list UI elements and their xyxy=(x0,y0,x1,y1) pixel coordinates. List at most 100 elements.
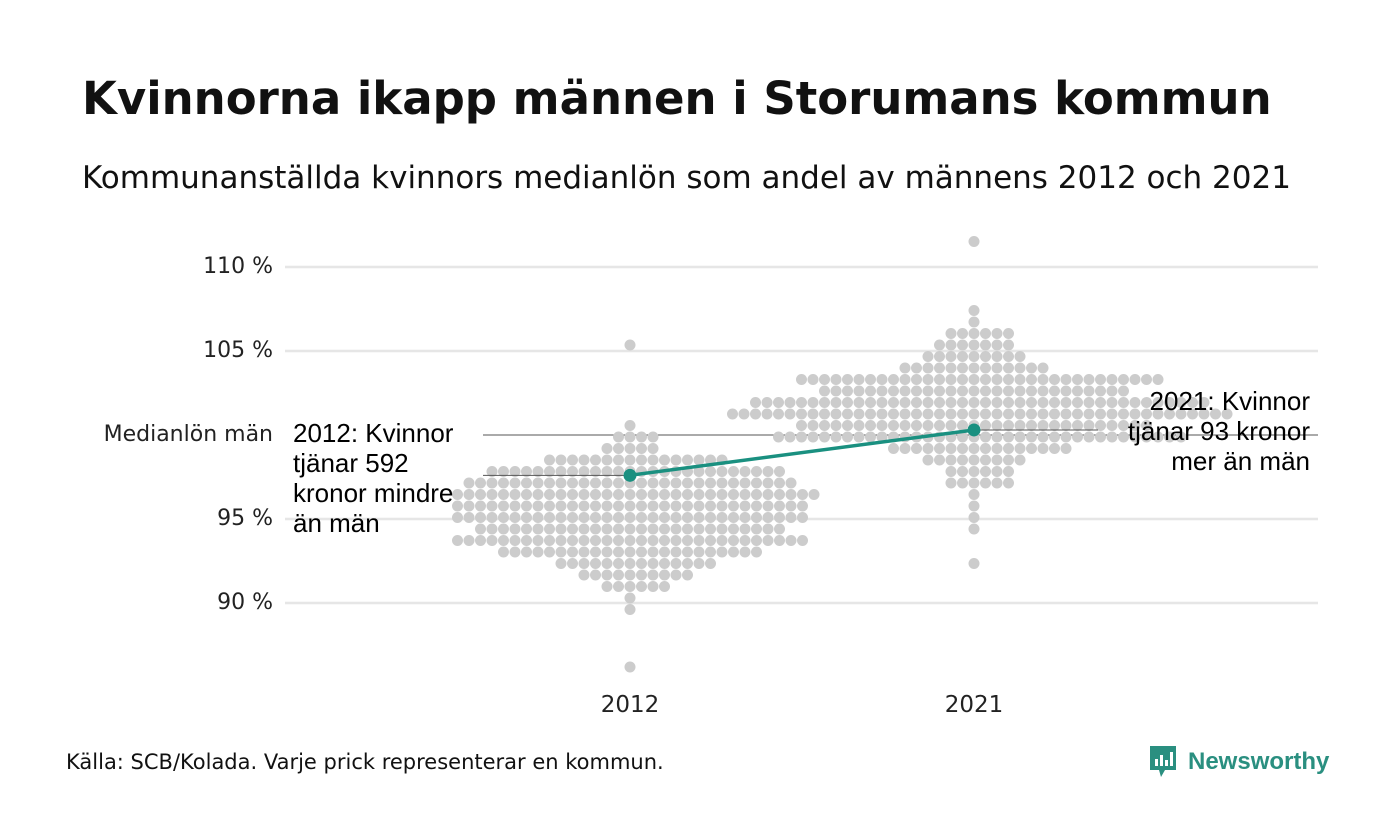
municipality-dot xyxy=(945,420,957,431)
annotation-2012-line: tjänar 592 xyxy=(293,448,409,478)
municipality-dot xyxy=(567,500,578,512)
municipality-dot xyxy=(1175,431,1187,443)
municipality-dot xyxy=(876,408,888,420)
municipality-dot xyxy=(590,523,601,535)
municipality-dot xyxy=(659,558,670,569)
municipality-dot xyxy=(1106,374,1118,385)
municipality-dot xyxy=(1129,420,1141,431)
municipality-dot xyxy=(1083,374,1095,385)
municipality-dot xyxy=(991,328,1003,339)
municipality-dot xyxy=(934,408,945,420)
newsworthy-logo[interactable]: Newsworthy xyxy=(1148,744,1329,780)
municipality-dot xyxy=(911,362,922,374)
municipality-dot xyxy=(624,500,636,512)
municipality-dot xyxy=(807,374,819,385)
municipality-dot xyxy=(774,512,785,523)
municipality-dot xyxy=(1003,362,1014,374)
municipality-dot xyxy=(934,374,945,385)
municipality-dot xyxy=(773,397,784,408)
municipality-dot xyxy=(613,523,624,535)
municipality-dot xyxy=(578,454,590,466)
municipality-dot xyxy=(659,569,670,581)
municipality-dot xyxy=(1060,420,1072,431)
municipality-dot xyxy=(728,535,739,546)
municipality-dot xyxy=(1014,362,1026,374)
municipality-dot xyxy=(659,581,670,592)
municipality-dot xyxy=(819,408,830,420)
municipality-dot xyxy=(670,569,682,581)
municipality-dot xyxy=(647,581,659,592)
municipality-dot xyxy=(567,523,578,535)
municipality-dot xyxy=(762,523,774,535)
municipality-dot xyxy=(1003,408,1014,420)
municipality-dot xyxy=(1118,385,1129,397)
municipality-dot xyxy=(728,466,739,477)
storuman-point-2012[interactable] xyxy=(623,468,637,482)
municipality-dot xyxy=(716,489,728,500)
municipality-dot xyxy=(1221,408,1233,420)
municipality-dot xyxy=(498,500,509,512)
municipality-dot xyxy=(830,397,842,408)
annotation-2012: 2012: Kvinnor tjänar 592 kronor mindre ä… xyxy=(293,418,483,538)
municipality-dot xyxy=(1141,374,1152,385)
municipality-dot xyxy=(991,408,1003,420)
municipality-dot xyxy=(705,512,716,523)
municipality-dot xyxy=(888,374,899,385)
municipality-dot xyxy=(1095,385,1106,397)
municipality-dot xyxy=(762,477,774,489)
municipality-dot xyxy=(475,489,486,500)
municipality-dot xyxy=(1037,385,1049,397)
municipality-dot xyxy=(601,569,613,581)
municipality-dot xyxy=(1003,477,1014,489)
municipality-dot xyxy=(693,454,705,466)
municipality-dot xyxy=(1141,420,1152,431)
municipality-dot xyxy=(980,351,991,362)
municipality-dot xyxy=(486,512,498,523)
municipality-dot xyxy=(1037,362,1049,374)
municipality-dot xyxy=(590,535,601,546)
municipality-dot xyxy=(991,397,1003,408)
y-tick-label: 105 % xyxy=(203,338,273,363)
municipality-dot xyxy=(498,546,509,558)
municipality-dot xyxy=(865,408,876,420)
municipality-dot xyxy=(509,535,521,546)
municipality-dot xyxy=(1129,408,1141,420)
municipality-dot xyxy=(624,443,636,454)
municipality-dot xyxy=(716,546,728,558)
municipality-dot xyxy=(865,374,876,385)
municipality-dot xyxy=(705,535,716,546)
municipality-dot xyxy=(486,535,498,546)
municipality-dot xyxy=(659,546,670,558)
municipality-dot xyxy=(647,535,659,546)
municipality-dot xyxy=(636,443,647,454)
municipality-dot xyxy=(555,523,567,535)
municipality-dot xyxy=(705,477,716,489)
municipality-dot xyxy=(911,374,922,385)
municipality-dot xyxy=(739,466,751,477)
municipality-dot xyxy=(911,385,922,397)
municipality-dot xyxy=(830,385,842,397)
storuman-point-2021[interactable] xyxy=(967,423,981,437)
municipality-dot xyxy=(1014,385,1026,397)
municipality-dot xyxy=(911,443,922,454)
municipality-dot xyxy=(521,535,532,546)
municipality-dot xyxy=(751,546,762,558)
municipality-dot xyxy=(1164,431,1175,443)
municipality-dot xyxy=(934,443,945,454)
municipality-dot xyxy=(1037,443,1049,454)
municipality-dot xyxy=(934,339,945,351)
municipality-dot xyxy=(1129,374,1141,385)
municipality-dot xyxy=(1014,454,1026,466)
municipality-dot xyxy=(498,523,509,535)
municipality-dot xyxy=(670,500,682,512)
municipality-dot xyxy=(624,535,636,546)
municipality-dot xyxy=(578,477,590,489)
municipality-dot xyxy=(1060,431,1072,443)
municipality-dot xyxy=(980,431,991,443)
municipality-dot xyxy=(991,362,1003,374)
municipality-dot xyxy=(991,374,1003,385)
municipality-dot xyxy=(682,454,693,466)
municipality-dot xyxy=(670,558,682,569)
municipality-dot xyxy=(1003,385,1014,397)
municipality-dot xyxy=(957,466,968,477)
